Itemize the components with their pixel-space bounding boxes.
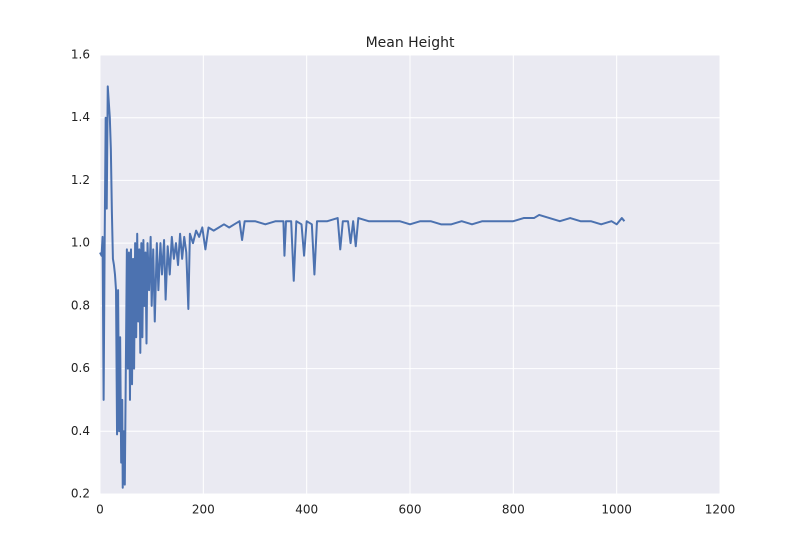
y-tick-label: 1.6: [71, 48, 90, 62]
y-tick-label: 0.8: [71, 298, 90, 312]
y-tick-label: 0.4: [71, 424, 90, 438]
x-tick-label: 800: [502, 503, 525, 517]
x-tick-label: 1000: [601, 503, 632, 517]
x-tick-label: 0: [96, 503, 104, 517]
y-tick-label: 0.2: [71, 487, 90, 501]
y-tick-label: 0.6: [71, 361, 90, 375]
y-tick-label: 1.0: [71, 236, 90, 250]
x-tick-label: 400: [295, 503, 318, 517]
data-line: [99, 85, 626, 489]
x-tick-label: 200: [192, 503, 215, 517]
x-tick-label: 1200: [705, 503, 736, 517]
chart-title: Mean Height: [366, 35, 455, 51]
y-tick-label: 1.2: [71, 173, 90, 187]
x-tick-label: 600: [399, 503, 422, 517]
y-tick-label: 1.4: [71, 110, 90, 124]
